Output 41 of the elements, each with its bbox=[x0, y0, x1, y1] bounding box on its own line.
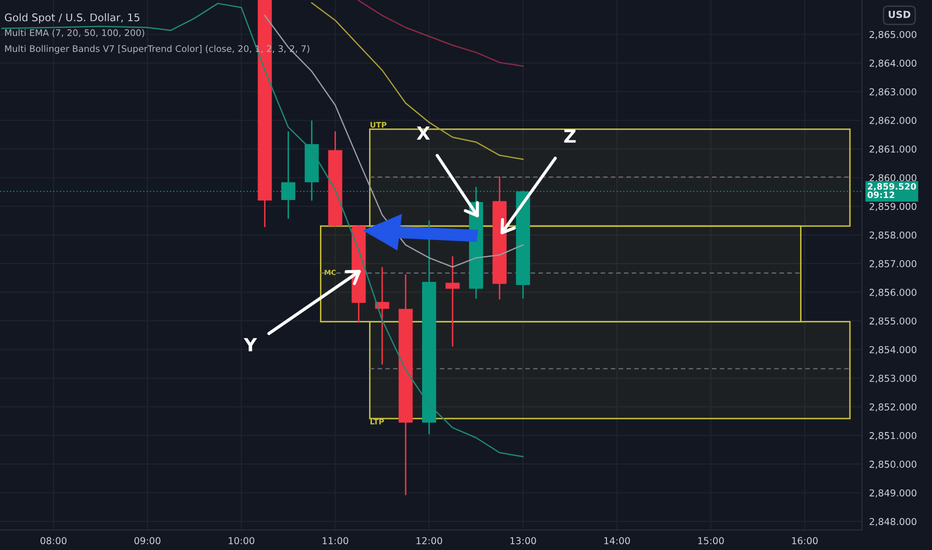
x-tick-label: 15:00 bbox=[698, 537, 724, 544]
x-tick-label: 13:00 bbox=[510, 537, 536, 544]
y-axis-title: USD bbox=[888, 10, 910, 18]
x-tick-label: 11:00 bbox=[322, 537, 348, 544]
x-tick-label: 16:00 bbox=[792, 537, 818, 544]
x-tick-label: 12:00 bbox=[416, 537, 442, 544]
line-series bbox=[358, 0, 524, 67]
y-tick-label: 2,859.000 bbox=[870, 202, 916, 211]
y-tick-label: 2,852.000 bbox=[870, 403, 916, 412]
y-tick-label: 2,858.000 bbox=[870, 232, 916, 240]
y-tick-label: 2,848.000 bbox=[870, 518, 916, 526]
y-tick-label: 2,853.000 bbox=[870, 374, 916, 383]
y-tick-label: 2,854.000 bbox=[870, 346, 916, 354]
annotation: X bbox=[416, 126, 430, 140]
y-tick-label: 2,862.000 bbox=[870, 116, 916, 126]
candlestick bbox=[446, 256, 460, 346]
annotation: Z bbox=[564, 130, 576, 143]
y-tick-label: 2,861.000 bbox=[870, 146, 916, 154]
text: Gold Spot / U.S. Dollar, 15 bbox=[4, 13, 140, 24]
text: Multi EMA (7, 20, 50, 100, 200) bbox=[5, 29, 144, 38]
y-tick-label: 2,860.000 bbox=[870, 174, 916, 182]
x-tick-label: 08:00 bbox=[40, 537, 67, 544]
y-tick-label: 2,863.000 bbox=[870, 88, 916, 96]
y-tick-label: 2,851.000 bbox=[870, 432, 916, 440]
y-tick-label: 2,849.000 bbox=[870, 489, 916, 498]
y-tick-label: 2,865.000 bbox=[870, 30, 916, 40]
y-tick-label: 2,857.000 bbox=[870, 260, 916, 268]
y-tick-label: 2,864.000 bbox=[870, 60, 916, 68]
y-tick-label: 2,855.000 bbox=[870, 317, 916, 326]
y-tick-label: 2,850.000 bbox=[870, 460, 916, 469]
line-series bbox=[1, 2, 524, 458]
x-tick-label: 09:00 bbox=[134, 537, 160, 544]
y-tick-label: 2,856.000 bbox=[870, 288, 916, 297]
x-tick-label: 14:00 bbox=[604, 537, 630, 544]
text: 09:12 bbox=[868, 192, 894, 198]
ref-line-label: 2,859.520 bbox=[868, 183, 916, 191]
line-series bbox=[264, 14, 524, 268]
annotation: Y bbox=[244, 338, 258, 352]
line-series bbox=[311, 2, 524, 160]
candlestick bbox=[375, 267, 390, 365]
x-tick-label: 10:00 bbox=[228, 537, 254, 544]
